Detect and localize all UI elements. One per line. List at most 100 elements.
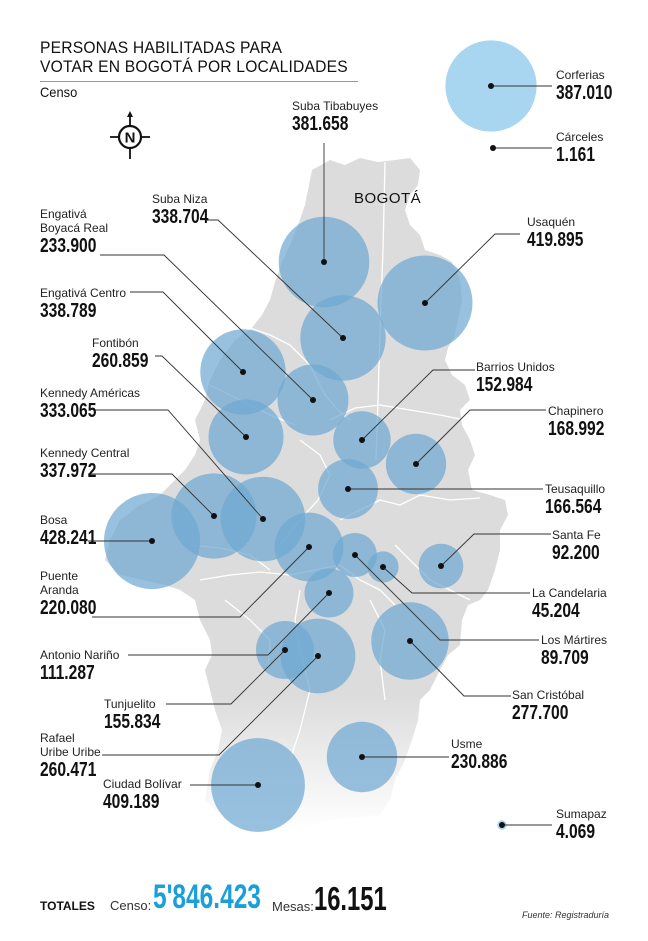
label-fontibon: Fontibón 260.859 <box>92 336 164 372</box>
locality-value: 233.900 <box>40 235 97 257</box>
chart-title: PERSONAS HABILITADAS PARA VOTAR EN BOGOT… <box>40 38 348 76</box>
label-usaquen: Usaquén 419.895 <box>527 215 599 251</box>
locality-name: Los Mártires <box>541 633 608 647</box>
north-compass-icon: N <box>110 111 150 159</box>
dot-usme <box>359 754 365 760</box>
dot-fontibon <box>243 434 249 440</box>
dot-ciudad-bolivar <box>255 782 261 788</box>
locality-name: Suba Niza <box>152 192 208 206</box>
dot-tunjuelito <box>282 647 288 653</box>
leader-line-la-candelaria <box>382 566 530 594</box>
locality-name: Sumapaz <box>556 807 607 821</box>
locality-value: 381.658 <box>292 113 349 135</box>
title-divider <box>40 81 358 82</box>
locality-value: 166.564 <box>545 496 602 518</box>
locality-name-line1: Engativá <box>40 207 87 221</box>
locality-value: 419.895 <box>527 229 584 251</box>
locality-value: 45.204 <box>532 600 580 622</box>
map-region-label: BOGOTÁ <box>354 190 422 207</box>
dot-san-cristobal <box>407 638 413 644</box>
locality-name: Tunjuelito <box>104 697 156 711</box>
leader-line-antonio-narino <box>128 592 330 656</box>
censo-total-value: 5'846.423 <box>153 878 261 916</box>
label-san-cristobal: San Cristóbal 277.700 <box>512 688 584 724</box>
label-kennedy-americas: Kennedy Américas 333.065 <box>40 386 140 422</box>
label-suba-niza: Suba Niza 338.704 <box>152 192 224 228</box>
leader-line-san-cristobal <box>409 640 511 697</box>
label-carceles: Cárceles 1.161 <box>556 130 606 166</box>
label-puente-aranda: Puente Aranda 220.080 <box>40 569 112 619</box>
dot-puente-aranda <box>306 544 312 550</box>
leader-line-fontibon <box>155 355 247 438</box>
locality-name: Kennedy Américas <box>40 386 141 400</box>
locality-value: 260.859 <box>92 350 149 372</box>
label-chapinero: Chapinero 168.992 <box>548 404 620 440</box>
dot-usaquen <box>422 300 428 306</box>
locality-value: 338.704 <box>152 206 209 228</box>
locality-name: Usme <box>451 737 483 751</box>
locality-name-line2: Aranda <box>40 583 79 597</box>
label-la-candelaria: La Candelaria 45.204 <box>532 586 607 622</box>
mesas-label: Mesas: <box>272 899 314 914</box>
leader-line-engativa-centro <box>130 291 244 373</box>
label-usme: Usme 230.886 <box>451 737 523 773</box>
label-kennedy-central: Kennedy Central 337.972 <box>40 446 129 482</box>
label-tunjuelito: Tunjuelito 155.834 <box>104 697 176 733</box>
leader-line-puente-aranda <box>92 546 310 618</box>
label-teusaquillo: Teusaquillo 166.564 <box>545 482 617 518</box>
locality-name: Corferias <box>556 68 605 82</box>
leader-line-kennedy-central <box>88 473 215 517</box>
leader-line-chapinero <box>415 409 546 465</box>
locality-name: Barrios Unidos <box>476 360 555 374</box>
locality-value: 92.200 <box>552 542 600 564</box>
locality-name: San Cristóbal <box>512 688 585 702</box>
locality-value: 152.984 <box>476 374 533 396</box>
locality-value: 337.972 <box>40 460 97 482</box>
locality-value: 260.471 <box>40 759 97 781</box>
locality-value: 4.069 <box>556 821 596 843</box>
title-line-1: PERSONAS HABILITADAS PARA <box>40 38 283 57</box>
locality-value: 387.010 <box>556 82 613 104</box>
locality-name-line1: Puente <box>40 569 79 583</box>
dot-engativa-boyaca-real <box>310 397 316 403</box>
locality-value: 220.080 <box>40 597 97 619</box>
locality-name: Antonio Nariño <box>40 648 120 662</box>
dot-teusaquillo <box>345 486 351 492</box>
locality-name: Suba Tibabuyes <box>292 99 379 113</box>
label-engativa-centro: Engativá Centro 338.789 <box>40 286 126 322</box>
dot-carceles <box>490 145 496 151</box>
leader-line-los-martires <box>354 554 539 641</box>
label-barrios-unidos: Barrios Unidos 152.984 <box>476 360 555 396</box>
locality-name-line1: Rafael <box>40 731 75 745</box>
dot-kennedy-central <box>211 513 217 519</box>
locality-value: 155.834 <box>104 711 161 733</box>
locality-name-line2: Boyacá Real <box>40 221 109 235</box>
compass-letter: N <box>125 130 136 147</box>
locality-value: 230.886 <box>451 751 508 773</box>
locality-name: Engativá Centro <box>40 286 127 300</box>
dot-sumapaz <box>499 822 505 828</box>
locality-value: 409.189 <box>103 791 160 813</box>
label-santa-fe: Santa Fe 92.200 <box>552 528 613 564</box>
leader-line-barrios-unidos <box>361 369 475 441</box>
dot-suba-tibabuyes <box>321 259 327 265</box>
title-line-2: VOTAR EN BOGOTÁ POR LOCALIDADES <box>40 57 348 76</box>
mesas-total-value: 16.151 <box>314 880 387 917</box>
locality-value: 89.709 <box>541 647 589 669</box>
locality-name: Ciudad Bolívar <box>103 777 182 791</box>
locality-value: 333.065 <box>40 400 97 422</box>
locality-name: Chapinero <box>548 404 604 418</box>
subtitle: Censo <box>40 84 78 100</box>
dot-kennedy-americas <box>260 516 266 522</box>
censo-label: Censo: <box>110 898 152 913</box>
label-rafael-uribe-uribe: Rafael Uribe Uribe 260.471 <box>40 731 112 781</box>
label-bosa: Bosa 428.241 <box>40 513 112 549</box>
dot-suba-niza <box>340 335 346 341</box>
locality-name: La Candelaria <box>532 586 607 600</box>
dot-la-candelaria <box>380 564 386 570</box>
leader-line-santa-fe <box>440 533 551 567</box>
locality-name: Usaquén <box>527 215 576 229</box>
dot-los-martires <box>352 552 358 558</box>
locality-name: Teusaquillo <box>545 482 606 496</box>
leader-line-engativa-boyaca-real <box>100 254 314 401</box>
